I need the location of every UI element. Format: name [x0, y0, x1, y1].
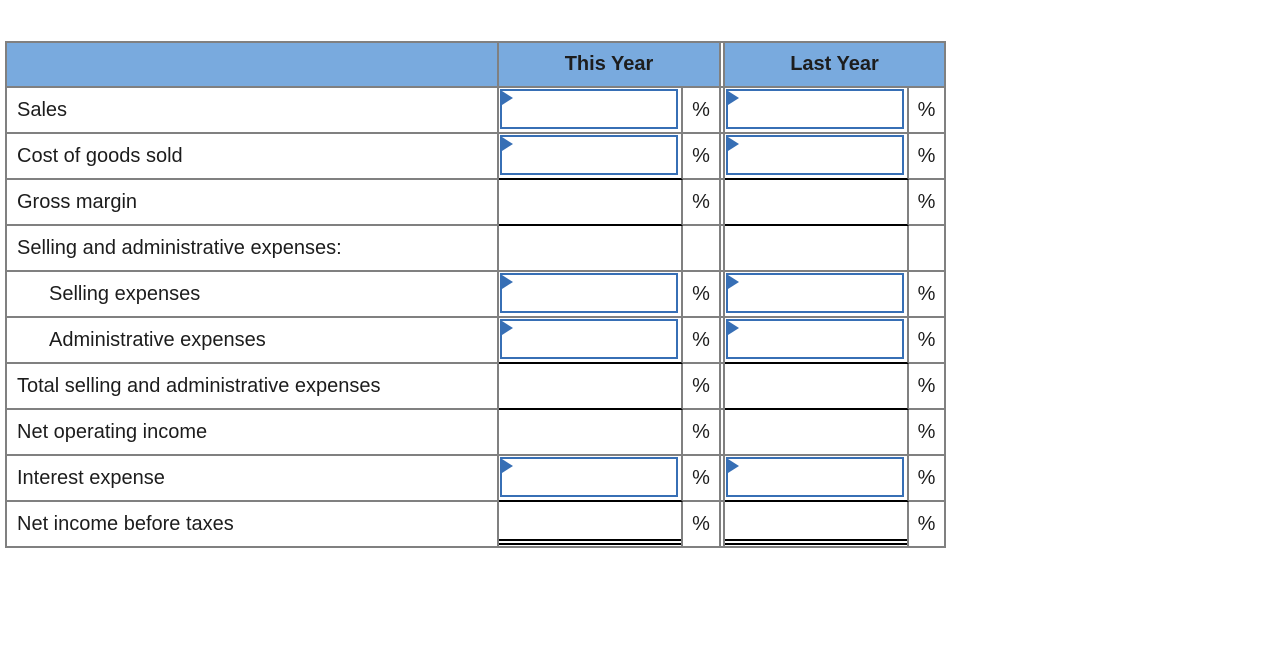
this-year-value-cell [499, 134, 683, 180]
selling-expenses-last-year-input[interactable] [728, 275, 902, 311]
table-header-row: This Year Last Year [7, 43, 946, 88]
this-year-computed-cell [499, 180, 683, 226]
this-year-computed-cell [499, 364, 683, 410]
percent-sign: % [909, 364, 946, 410]
last-year-computed-cell [725, 180, 909, 226]
row-label: Interest expense [7, 456, 499, 502]
this-year-value-cell [499, 88, 683, 134]
percent-sign: % [909, 134, 946, 180]
percent-sign: % [909, 272, 946, 318]
percent-sign: % [909, 88, 946, 134]
input-box [726, 89, 904, 129]
row-label: Selling and administrative expenses: [7, 226, 499, 272]
last-year-value-cell [725, 88, 909, 134]
cogs-this-year-input[interactable] [502, 137, 676, 173]
percent-sign: % [909, 456, 946, 502]
percent-sign: % [909, 180, 946, 226]
row-label: Cost of goods sold [7, 134, 499, 180]
row-label: Selling expenses [7, 272, 499, 318]
row-label: Net income before taxes [7, 502, 499, 548]
header-spacer [721, 43, 725, 88]
input-box [500, 319, 678, 359]
cogs-last-year-input[interactable] [728, 137, 902, 173]
last-year-computed-cell [725, 410, 909, 456]
empty-suffix-cell [683, 226, 721, 272]
group-spacer [721, 318, 725, 364]
input-box [726, 273, 904, 313]
empty-suffix-cell [909, 226, 946, 272]
sales-last-year-input[interactable] [728, 91, 902, 127]
input-box [500, 273, 678, 313]
row-label: Net operating income [7, 410, 499, 456]
percent-sign: % [683, 318, 721, 364]
group-spacer [721, 364, 725, 410]
table-row-cogs: Cost of goods sold % % [7, 134, 946, 180]
table-row-net-operating-income: Net operating income % % [7, 410, 946, 456]
last-year-value-cell [725, 456, 909, 502]
row-label: Total selling and administrative expense… [7, 364, 499, 410]
this-year-computed-cell [499, 410, 683, 456]
table-row-sga-heading: Selling and administrative expenses: [7, 226, 946, 272]
row-label: Sales [7, 88, 499, 134]
percent-sign: % [683, 364, 721, 410]
header-label-cell [7, 43, 499, 88]
last-year-value-cell [725, 272, 909, 318]
group-spacer [721, 180, 725, 226]
percent-sign: % [683, 272, 721, 318]
selling-expenses-this-year-input[interactable] [502, 275, 676, 311]
input-box [500, 135, 678, 175]
admin-expenses-this-year-input[interactable] [502, 321, 676, 357]
percent-sign: % [683, 88, 721, 134]
this-year-empty-cell [499, 226, 683, 272]
admin-expenses-last-year-input[interactable] [728, 321, 902, 357]
interest-expense-last-year-input[interactable] [728, 459, 902, 495]
table-row-gross-margin: Gross margin % % [7, 180, 946, 226]
last-year-value-cell [725, 134, 909, 180]
last-year-empty-cell [725, 226, 909, 272]
percent-sign: % [683, 410, 721, 456]
group-spacer [721, 88, 725, 134]
last-year-computed-cell [725, 502, 909, 548]
group-spacer [721, 410, 725, 456]
percent-sign: % [683, 134, 721, 180]
input-box [726, 135, 904, 175]
group-spacer [721, 456, 725, 502]
input-box [500, 457, 678, 497]
table-row-sales: Sales % % [7, 88, 946, 134]
double-rule [725, 539, 907, 545]
group-spacer [721, 502, 725, 548]
group-spacer [721, 134, 725, 180]
row-label: Gross margin [7, 180, 499, 226]
this-year-value-cell [499, 318, 683, 364]
percent-sign: % [909, 502, 946, 548]
percent-sign: % [683, 502, 721, 548]
column-header-last-year: Last Year [725, 43, 946, 88]
percent-sign: % [909, 318, 946, 364]
table-row-total-sga: Total selling and administrative expense… [7, 364, 946, 410]
this-year-value-cell [499, 272, 683, 318]
row-label: Administrative expenses [7, 318, 499, 364]
percent-sign: % [683, 180, 721, 226]
double-rule [499, 539, 681, 545]
group-spacer [721, 272, 725, 318]
percent-sign: % [683, 456, 721, 502]
last-year-value-cell [725, 318, 909, 364]
input-box [500, 89, 678, 129]
table-row-admin-expenses: Administrative expenses % % [7, 318, 946, 364]
income-statement-table: This Year Last Year Sales % % Cost of go… [5, 41, 946, 548]
group-spacer [721, 226, 725, 272]
sales-this-year-input[interactable] [502, 91, 676, 127]
table-row-interest-expense: Interest expense % % [7, 456, 946, 502]
input-box [726, 319, 904, 359]
column-header-this-year: This Year [499, 43, 721, 88]
this-year-computed-cell [499, 502, 683, 548]
percent-sign: % [909, 410, 946, 456]
last-year-computed-cell [725, 364, 909, 410]
this-year-value-cell [499, 456, 683, 502]
interest-expense-this-year-input[interactable] [502, 459, 676, 495]
table-row-net-income-before-taxes: Net income before taxes % % [7, 502, 946, 548]
input-box [726, 457, 904, 497]
table-row-selling-expenses: Selling expenses % % [7, 272, 946, 318]
